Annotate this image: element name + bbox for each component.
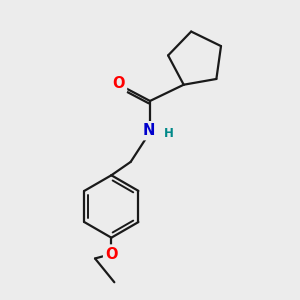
Text: N: N [142,123,155,138]
Text: O: O [112,76,125,91]
Text: O: O [105,247,118,262]
Text: H: H [164,127,173,140]
